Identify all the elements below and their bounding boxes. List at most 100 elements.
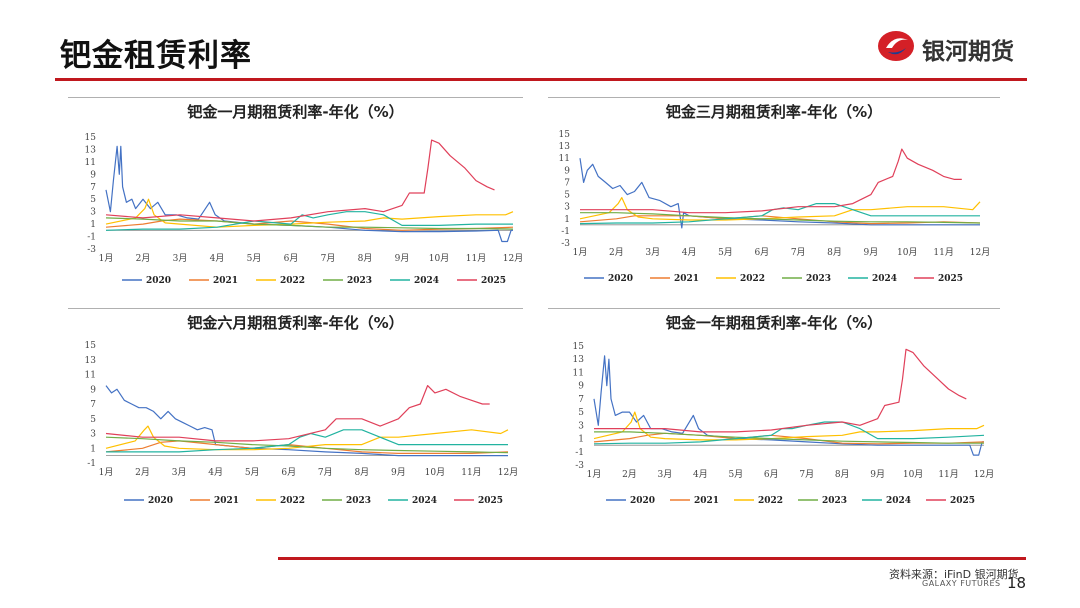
y-tick-label: 3 <box>90 430 96 440</box>
x-tick-label: 8月 <box>835 469 850 480</box>
chart-title: 钯金三月期租赁利率-年化（%） <box>665 103 883 121</box>
panel-divider <box>548 308 1000 309</box>
chart-panel-1y: 钯金一年期租赁利率-年化（%） 15 13 11 9 7 5 3 1 -1 -3 1月 2月 3月 4月 5… <box>548 308 1000 513</box>
y-tick-label: 5 <box>90 195 96 205</box>
chart-panel-3m: 钯金三月期租赁利率-年化（%） 15 13 11 9 7 5 3 1 -1 -3 1月 2月 3月 4月 5… <box>548 97 1000 297</box>
y-tick-label: 3 <box>578 421 584 431</box>
x-tick-label: 7月 <box>799 469 814 480</box>
series-line-2024 <box>579 203 980 225</box>
x-tick-label: 6月 <box>281 467 296 478</box>
y-tick-label: 5 <box>564 191 570 201</box>
y-tick-label: 11 <box>559 154 570 164</box>
x-tick-label: 4月 <box>208 467 223 478</box>
legend-label: 2023 <box>822 496 847 506</box>
y-tick-label: 15 <box>85 133 97 143</box>
source-note: 资料来源：iFinD 银河期货 <box>889 568 1019 581</box>
x-tick-label: 5月 <box>245 467 260 478</box>
logo-text: 银河期货 <box>922 39 1014 65</box>
legend-label: 2022 <box>740 274 765 284</box>
x-tick-label: 7月 <box>318 467 333 478</box>
x-tick-label: 9月 <box>870 469 885 480</box>
x-tick-label: 10月 <box>429 253 449 264</box>
chart-title: 钯金一年期租赁利率-年化（%） <box>665 314 883 332</box>
panel-divider <box>68 308 523 309</box>
y-tick-label: -1 <box>575 448 584 458</box>
x-tick-label: 1月 <box>587 469 602 480</box>
footer-brand: GALAXY FUTURES <box>922 579 1001 588</box>
legend-label: 2022 <box>280 276 305 286</box>
x-tick-label: 6月 <box>764 469 779 480</box>
x-tick-label: 6月 <box>284 253 299 264</box>
line-chart: 15 13 11 9 7 5 3 1 -1 -31月 2月 3月 4月 5月 6月 7月 8月 9月 10月 11月 1… <box>559 130 991 284</box>
legend-label: 2025 <box>950 496 975 506</box>
legend-label: 2023 <box>347 276 372 286</box>
x-tick-label: 3月 <box>173 253 188 264</box>
y-tick-label: 9 <box>90 170 96 180</box>
x-tick-label: 10月 <box>897 247 917 258</box>
series-line-2025 <box>580 148 962 214</box>
galaxy-logo-icon <box>878 31 914 61</box>
y-tick-label: 1 <box>564 215 570 225</box>
legend-label: 2020 <box>630 496 655 506</box>
x-tick-label: 5月 <box>728 469 743 480</box>
x-tick-label: 11月 <box>466 253 486 264</box>
y-tick-label: 11 <box>573 368 584 378</box>
x-tick-label: 6月 <box>754 247 769 258</box>
x-tick-label: 9月 <box>391 467 406 478</box>
x-tick-label: 12月 <box>974 469 994 480</box>
x-tick-label: 9月 <box>864 247 879 258</box>
y-tick-label: 7 <box>578 395 584 405</box>
legend-label: 2025 <box>481 276 506 286</box>
series-line-2022 <box>579 197 981 221</box>
legend-label: 2023 <box>806 274 831 284</box>
x-tick-label: 5月 <box>247 253 262 264</box>
y-tick-label: 7 <box>564 178 570 188</box>
y-tick-label: 3 <box>564 203 570 213</box>
series-line-2020 <box>579 158 980 229</box>
x-tick-label: 3月 <box>645 247 660 258</box>
y-tick-label: 13 <box>559 142 571 152</box>
y-tick-label: 7 <box>90 400 96 410</box>
y-tick-label: 15 <box>573 342 585 352</box>
x-tick-label: 11月 <box>938 469 958 480</box>
x-tick-label: 1月 <box>99 467 114 478</box>
legend-label: 2021 <box>213 276 238 286</box>
series-line-2025 <box>105 385 490 442</box>
y-tick-label: -3 <box>561 239 570 249</box>
x-tick-label: 10月 <box>425 467 445 478</box>
x-tick-label: 7月 <box>791 247 806 258</box>
y-tick-label: -1 <box>87 233 96 243</box>
y-tick-label: 1 <box>90 444 96 454</box>
x-tick-label: 11月 <box>933 247 953 258</box>
y-tick-label: 7 <box>90 183 96 193</box>
x-tick-label: 8月 <box>827 247 842 258</box>
series-line-2020 <box>105 145 513 243</box>
line-chart: 15 13 11 9 7 5 3 1 -1 -31月 2月 3月 4月 5月 6月 7月 8月 9月 10月 11月 1… <box>85 133 524 286</box>
page-title: 钯金租赁利率 <box>60 38 252 74</box>
y-tick-label: 15 <box>559 130 571 140</box>
y-tick-label: 1 <box>578 435 584 445</box>
y-tick-label: -3 <box>87 245 96 255</box>
x-tick-label: 1月 <box>573 247 588 258</box>
series-line-2022 <box>593 411 985 441</box>
x-tick-label: 5月 <box>718 247 733 258</box>
series-line-2024 <box>593 421 985 445</box>
chart-panel-6m: 钯金六月期租赁利率-年化（%） 15 13 11 9 7 5 3 1 -1 1月 2月 3月 4月 5月 6… <box>68 308 523 513</box>
y-tick-label: -1 <box>561 227 570 237</box>
y-tick-label: 3 <box>90 208 96 218</box>
y-tick-label: 1 <box>90 220 96 230</box>
y-tick-label: 15 <box>85 341 97 351</box>
legend-label: 2024 <box>414 276 439 286</box>
legend-label: 2020 <box>146 276 171 286</box>
series-line-2023 <box>594 431 984 444</box>
y-tick-label: -1 <box>87 459 96 469</box>
page-number: 18 <box>1007 574 1027 592</box>
x-tick-label: 1月 <box>99 253 114 264</box>
y-tick-label: 11 <box>85 158 96 168</box>
x-tick-label: 4月 <box>682 247 697 258</box>
x-tick-label: 12月 <box>970 247 990 258</box>
x-tick-label: 4月 <box>693 469 708 480</box>
x-tick-label: 8月 <box>354 467 369 478</box>
series-line-2020 <box>105 385 508 457</box>
legend-label: 2022 <box>758 496 783 506</box>
